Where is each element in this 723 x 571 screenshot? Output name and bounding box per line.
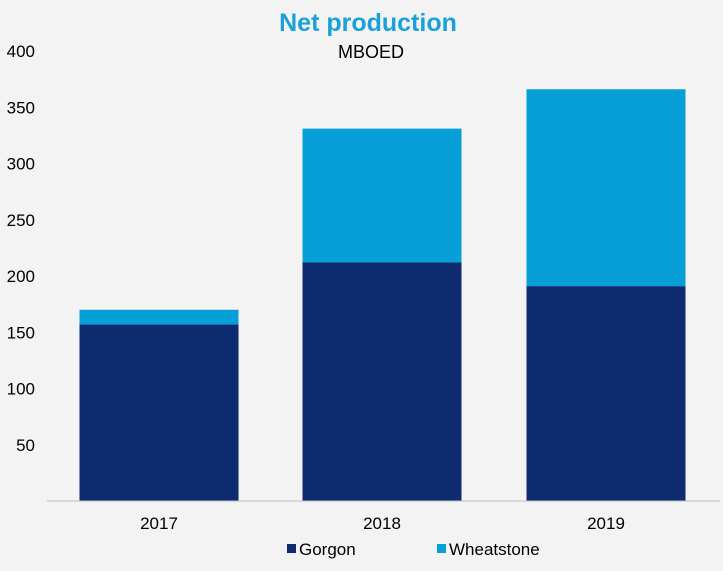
legend-label-gorgon: Gorgon [299, 540, 356, 559]
x-tick-label: 2019 [587, 514, 625, 533]
y-tick-label: 350 [7, 98, 35, 117]
y-tick-label: 300 [7, 155, 35, 174]
y-tick-label: 200 [7, 267, 35, 286]
chart-title: Net production [279, 9, 457, 37]
chart-subtitle: MBOED [338, 42, 404, 62]
x-tick-label: 2018 [363, 514, 401, 533]
y-tick-label: 250 [7, 211, 35, 230]
legend-swatch-gorgon [287, 544, 296, 553]
legend-label-wheatstone: Wheatstone [449, 540, 540, 559]
bar-wheatstone-2019 [526, 89, 686, 287]
x-axis: 2017 2018 2019 [140, 514, 625, 533]
bar-wheatstone-2017 [79, 309, 239, 325]
y-tick-label: 50 [16, 436, 35, 455]
bar-gorgon-2017 [79, 324, 239, 501]
y-tick-label: 100 [7, 380, 35, 399]
bar-gorgon-2018 [302, 262, 462, 501]
y-tick-label: 400 [7, 42, 35, 61]
legend: Gorgon Wheatstone [287, 540, 540, 559]
bars [79, 89, 686, 501]
y-axis: 50 100 150 200 250 300 350 400 [7, 42, 35, 455]
x-tick-label: 2017 [140, 514, 178, 533]
y-tick-label: 150 [7, 323, 35, 342]
legend-swatch-wheatstone [437, 544, 446, 553]
bar-gorgon-2019 [526, 286, 686, 501]
bar-wheatstone-2018 [302, 128, 462, 263]
